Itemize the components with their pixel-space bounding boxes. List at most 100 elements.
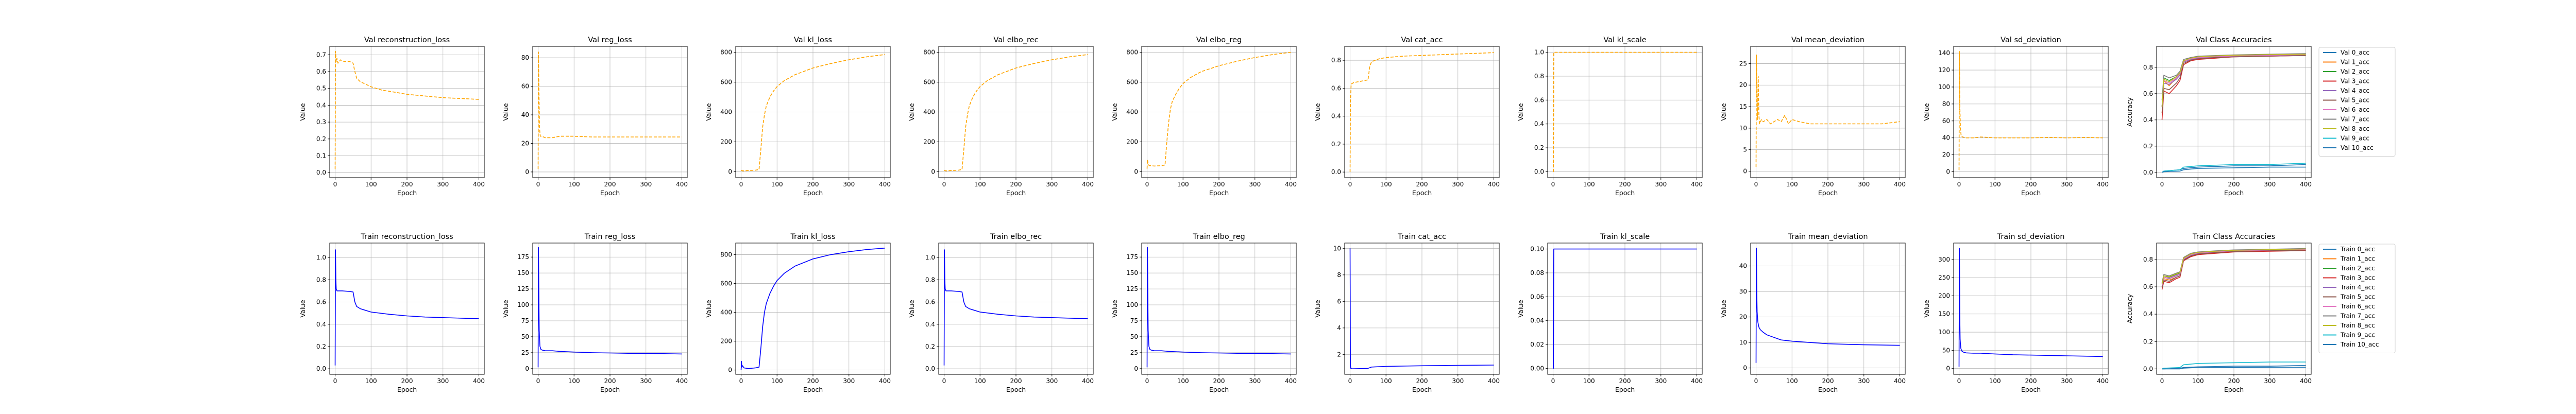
x-tick-label: 0 <box>739 181 743 188</box>
y-tick-label: 0.8 <box>1331 57 1341 64</box>
y-tick-label: 0.7 <box>316 51 326 58</box>
y-tick-label: 4 <box>1337 324 1341 332</box>
y-tick-label: 0.08 <box>1530 269 1544 277</box>
x-axis-label: Epoch <box>803 386 823 393</box>
x-tick-label: 200 <box>1213 181 1225 188</box>
y-tick-label: 150 <box>1126 269 1138 277</box>
subplot-train-reg-loss: 0 100 200 300 400 0 25 50 75 100 125 150 175 Train re… <box>502 233 688 393</box>
x-tick-label: 0 <box>1348 377 1352 385</box>
subplot-title: Train kl_loss <box>790 233 835 241</box>
y-tick-label: 75 <box>1130 317 1138 324</box>
y-tick-label: 600 <box>923 79 935 86</box>
legend-label: Val 8_acc <box>2341 125 2369 132</box>
x-tick-label: 400 <box>473 181 485 188</box>
x-tick-label: 100 <box>1583 377 1595 385</box>
legend-label: Train 0_acc <box>2340 246 2375 253</box>
series-line-val-6-acc <box>2161 54 2306 107</box>
x-tick-label: 100 <box>1380 377 1392 385</box>
y-tick-label: 100 <box>517 301 529 308</box>
y-tick-label: 100 <box>1938 329 1950 336</box>
y-tick-label: 80 <box>521 54 529 61</box>
x-tick-label: 300 <box>1046 377 1058 385</box>
y-axis-label: Value <box>705 300 713 318</box>
x-tick-label: 400 <box>2097 181 2109 188</box>
y-tick-label: 0.4 <box>2143 116 2153 124</box>
legend-label: Val 1_acc <box>2341 59 2369 66</box>
x-axis-label: Epoch <box>1412 386 1432 393</box>
y-tick-label: 10 <box>1333 245 1341 252</box>
series-line <box>537 51 682 169</box>
x-axis-label: Epoch <box>397 189 417 197</box>
x-axis-label: Epoch <box>1412 189 1432 197</box>
series-line-train-10-acc <box>2162 367 2306 370</box>
x-tick-label: 400 <box>2300 377 2312 385</box>
subplot-title: Val elbo_rec <box>993 36 1038 44</box>
y-tick-label: 0.04 <box>1530 317 1544 324</box>
y-tick-label: 0.5 <box>316 85 326 92</box>
y-tick-label: 200 <box>1126 138 1138 145</box>
x-tick-label: 400 <box>1691 377 1703 385</box>
series-line <box>943 249 1088 366</box>
y-axis-label: Value <box>1720 103 1727 121</box>
subplot-train-kl-loss: 0 100 200 300 400 0 200 400 600 800 Train kl_loss E… <box>705 233 891 393</box>
x-tick-label: 200 <box>401 377 413 385</box>
series-line <box>1755 54 1900 167</box>
series-line-train-3-acc <box>2161 250 2306 290</box>
subplot-title: Train elbo_rec <box>990 233 1042 241</box>
y-tick-label: 60 <box>521 83 529 90</box>
y-tick-label: 250 <box>1938 274 1950 281</box>
y-axis-label: Value <box>1111 103 1118 121</box>
subplot-val-kl-scale: 0 100 200 300 400 0.0 0.2 0.4 0.6 0.8 1.0 Val kl_sc… <box>1517 36 1703 197</box>
x-tick-label: 0 <box>739 377 743 385</box>
series-line <box>1553 51 1697 173</box>
x-tick-label: 0 <box>333 377 337 385</box>
y-tick-label: 6 <box>1337 298 1341 305</box>
x-tick-label: 100 <box>568 181 580 188</box>
y-tick-label: 0.4 <box>1331 113 1341 120</box>
series-line <box>740 248 885 370</box>
legend: Train 0_acc Train 1_acc Train 2_acc Train 3… <box>2318 244 2396 353</box>
y-axis-label: Value <box>705 103 713 121</box>
x-tick-label: 200 <box>807 181 819 188</box>
y-tick-label: 1.0 <box>316 254 326 261</box>
x-tick-label: 400 <box>1082 377 1094 385</box>
subplot-title: Val kl_loss <box>794 36 832 44</box>
y-tick-label: 50 <box>1130 333 1138 340</box>
y-tick-label: 20 <box>1942 151 1950 159</box>
y-tick-label: 800 <box>1126 49 1138 56</box>
y-tick-label: 200 <box>720 138 732 145</box>
legend-label: Val 0_acc <box>2341 49 2369 56</box>
y-tick-label: 40 <box>1739 263 1747 270</box>
legend-label: Val 7_acc <box>2341 116 2369 123</box>
legend-label: Val 10_acc <box>2341 144 2374 151</box>
x-tick-label: 0 <box>333 181 337 188</box>
subplot-val-reconstruction-loss: 0 100 200 300 400 0.0 0.1 0.2 0.3 0.4 0.5 0.6 0.7 Val… <box>299 36 485 197</box>
series-line <box>1349 248 1494 370</box>
subplot-title: Train Class Accuracies <box>2192 233 2275 241</box>
x-tick-label: 300 <box>2264 181 2276 188</box>
y-tick-label: 800 <box>720 49 732 56</box>
y-tick-label: 0 <box>931 168 935 175</box>
y-tick-label: 0.4 <box>1534 120 1544 128</box>
subplot-train-class-accuracies: 0 100 200 300 400 0.0 0.2 0.4 0.6 0.8 Train Class … <box>2126 233 2396 393</box>
y-tick-label: 40 <box>1942 134 1950 142</box>
y-tick-label: 0 <box>1946 365 1950 372</box>
y-tick-label: 0.6 <box>2143 90 2153 97</box>
x-tick-label: 0 <box>1957 377 1961 385</box>
subplot-train-sd-deviation: 0 100 200 300 400 0 50 100 150 200 250 300 Train sd_… <box>1923 233 2109 393</box>
x-tick-label: 100 <box>365 377 377 385</box>
y-tick-label: 0.6 <box>1331 84 1341 92</box>
x-tick-label: 100 <box>365 181 377 188</box>
x-tick-label: 100 <box>1786 377 1798 385</box>
y-tick-label: 175 <box>1126 253 1138 261</box>
subplot-title: Val kl_scale <box>1603 36 1646 44</box>
x-tick-label: 200 <box>604 181 616 188</box>
series-line <box>1755 248 1900 363</box>
x-tick-label: 300 <box>2061 181 2073 188</box>
y-tick-label: 80 <box>1942 100 1950 108</box>
x-axis-label: Epoch <box>600 189 620 197</box>
x-tick-label: 200 <box>1416 181 1428 188</box>
y-tick-label: 0 <box>1743 167 1747 175</box>
